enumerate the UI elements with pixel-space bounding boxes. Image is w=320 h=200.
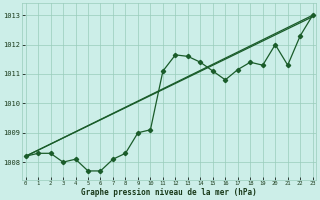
X-axis label: Graphe pression niveau de la mer (hPa): Graphe pression niveau de la mer (hPa) <box>81 188 257 197</box>
